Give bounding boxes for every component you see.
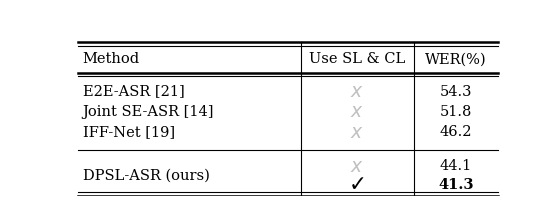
Text: WER(%): WER(%) (425, 52, 487, 66)
Text: 54.3: 54.3 (440, 85, 472, 99)
Text: 51.8: 51.8 (440, 105, 472, 119)
Text: 46.2: 46.2 (440, 125, 472, 139)
Text: 41.3: 41.3 (438, 178, 473, 192)
Text: $x$: $x$ (350, 103, 364, 121)
Text: E2E-ASR [21]: E2E-ASR [21] (83, 85, 185, 99)
Text: Use SL & CL: Use SL & CL (309, 52, 406, 66)
Text: Method: Method (83, 52, 140, 66)
Text: DPSL-ASR (ours): DPSL-ASR (ours) (83, 169, 210, 182)
Text: ✓: ✓ (348, 175, 367, 195)
Text: $x$: $x$ (350, 157, 364, 176)
Text: 44.1: 44.1 (440, 159, 472, 173)
Text: IFF-Net [19]: IFF-Net [19] (83, 125, 175, 139)
Text: Joint SE-ASR [14]: Joint SE-ASR [14] (83, 105, 214, 119)
Text: $x$: $x$ (350, 82, 364, 101)
Text: $x$: $x$ (350, 123, 364, 142)
